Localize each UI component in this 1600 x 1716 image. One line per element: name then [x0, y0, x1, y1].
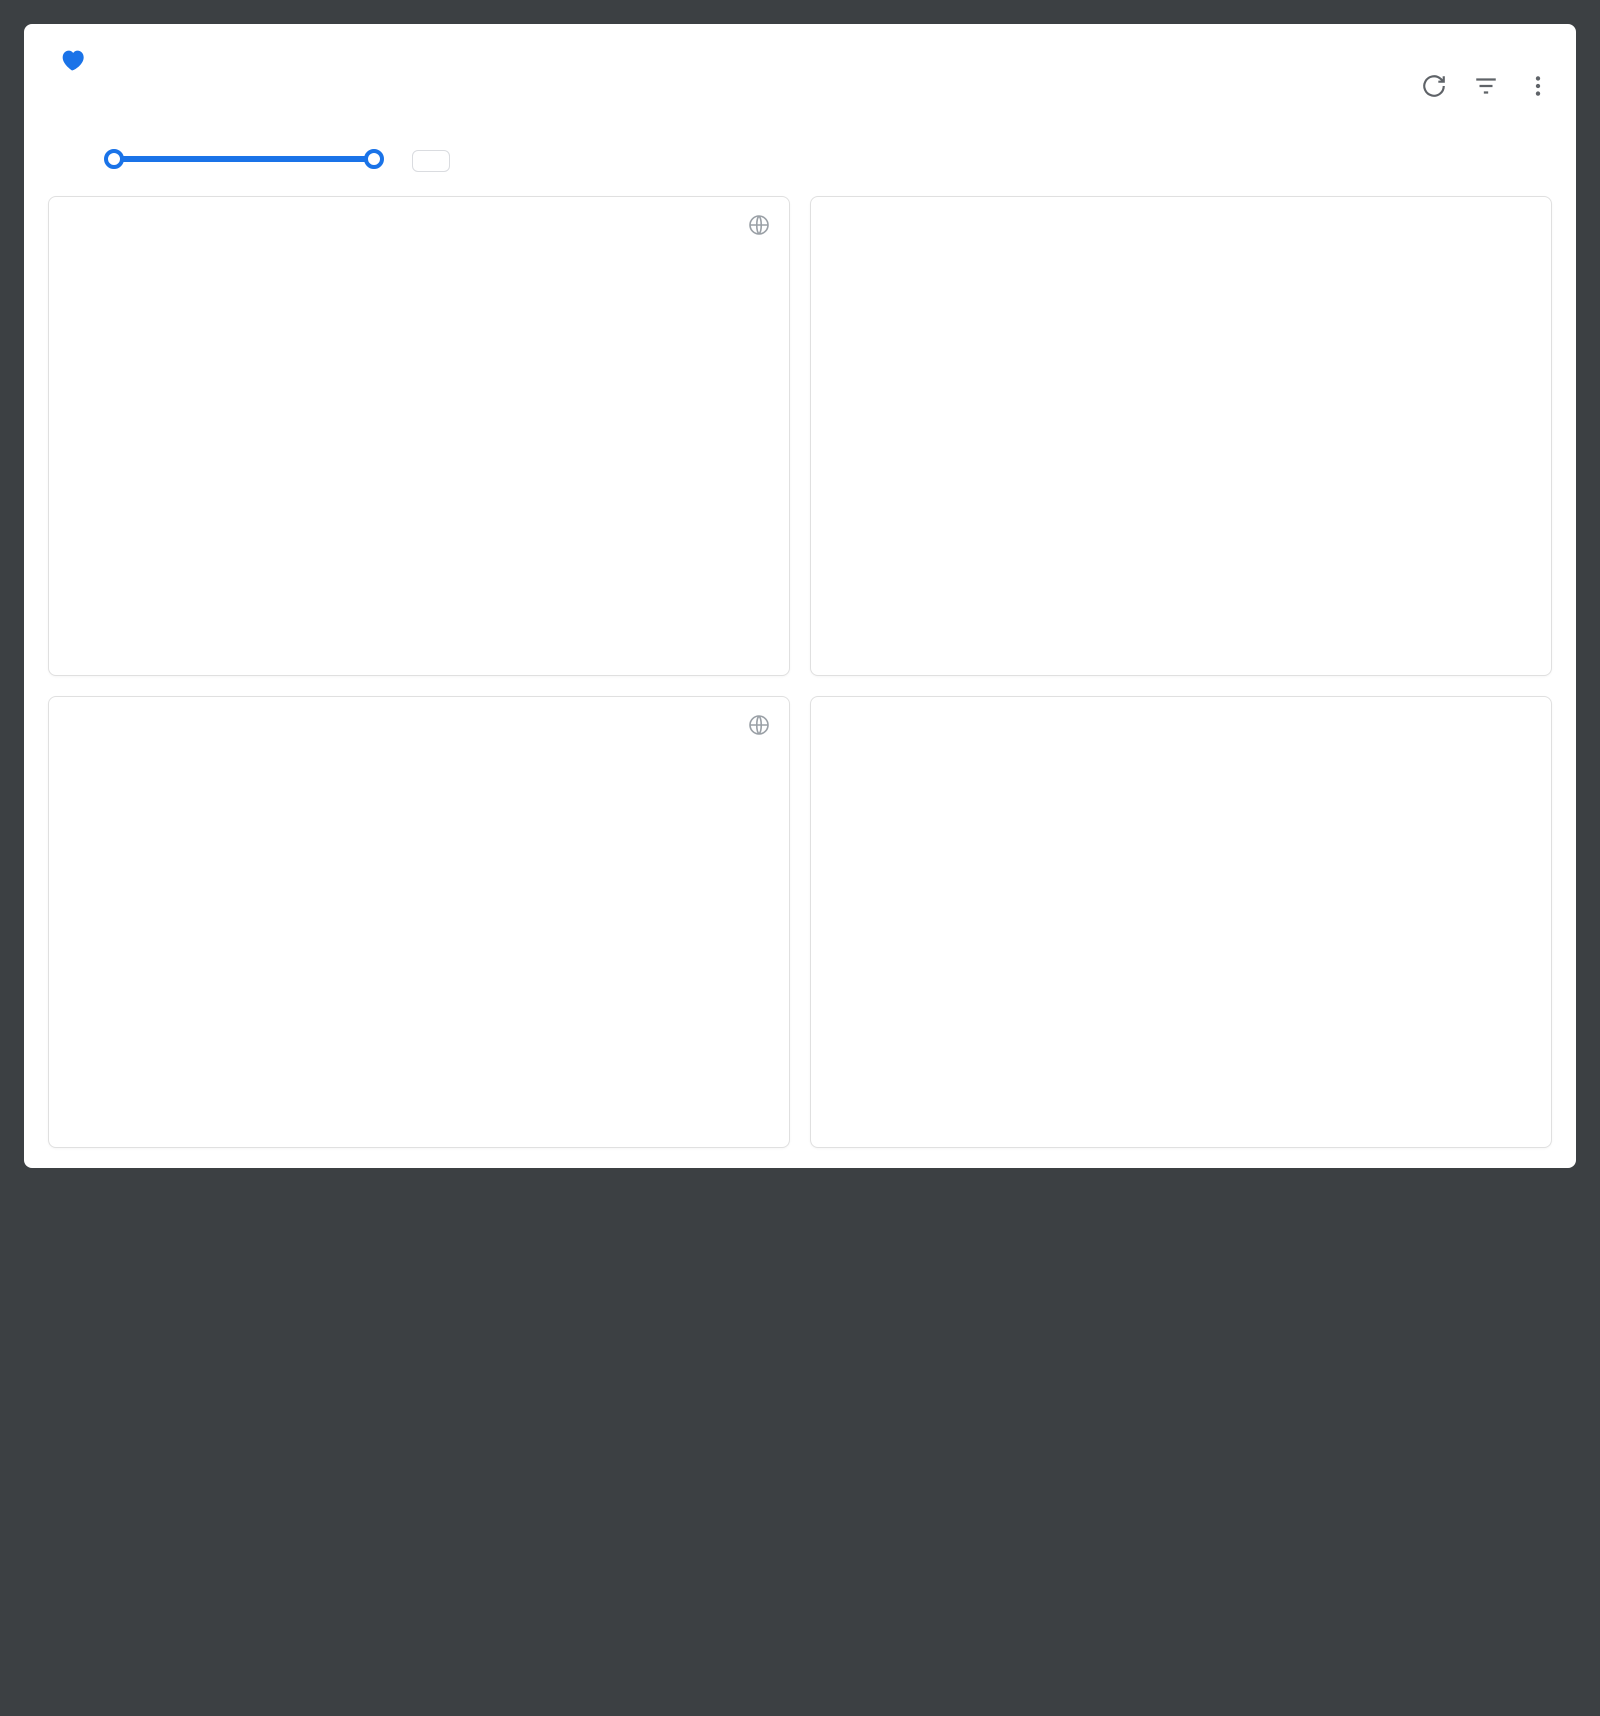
filter-age	[104, 138, 384, 172]
donut-chart	[831, 229, 1231, 629]
filter-more	[412, 118, 450, 172]
filter-bar	[48, 118, 1552, 172]
card-top-sales	[810, 196, 1552, 676]
header-actions	[1396, 72, 1552, 100]
filter-icon[interactable]	[1472, 72, 1500, 100]
card-grid	[48, 196, 1552, 1148]
stacked-bar-chart	[69, 729, 769, 1089]
globe-icon[interactable]	[747, 213, 771, 241]
card-users-acquired	[48, 696, 790, 1148]
header-left	[48, 44, 86, 74]
card-users-by-state	[48, 196, 790, 676]
globe-icon[interactable]	[747, 713, 771, 741]
age-thumb-max[interactable]	[364, 149, 384, 169]
line-chart	[831, 729, 1531, 1109]
refresh-icon[interactable]	[1420, 72, 1448, 100]
us-map	[69, 229, 769, 649]
age-thumb-min[interactable]	[104, 149, 124, 169]
more-filters-button[interactable]	[412, 150, 450, 172]
header	[48, 44, 1552, 100]
age-slider[interactable]	[104, 146, 384, 172]
card-sales-over-time	[810, 696, 1552, 1148]
dashboard	[24, 24, 1576, 1168]
favorite-icon[interactable]	[58, 46, 86, 74]
more-icon[interactable]	[1524, 72, 1552, 100]
